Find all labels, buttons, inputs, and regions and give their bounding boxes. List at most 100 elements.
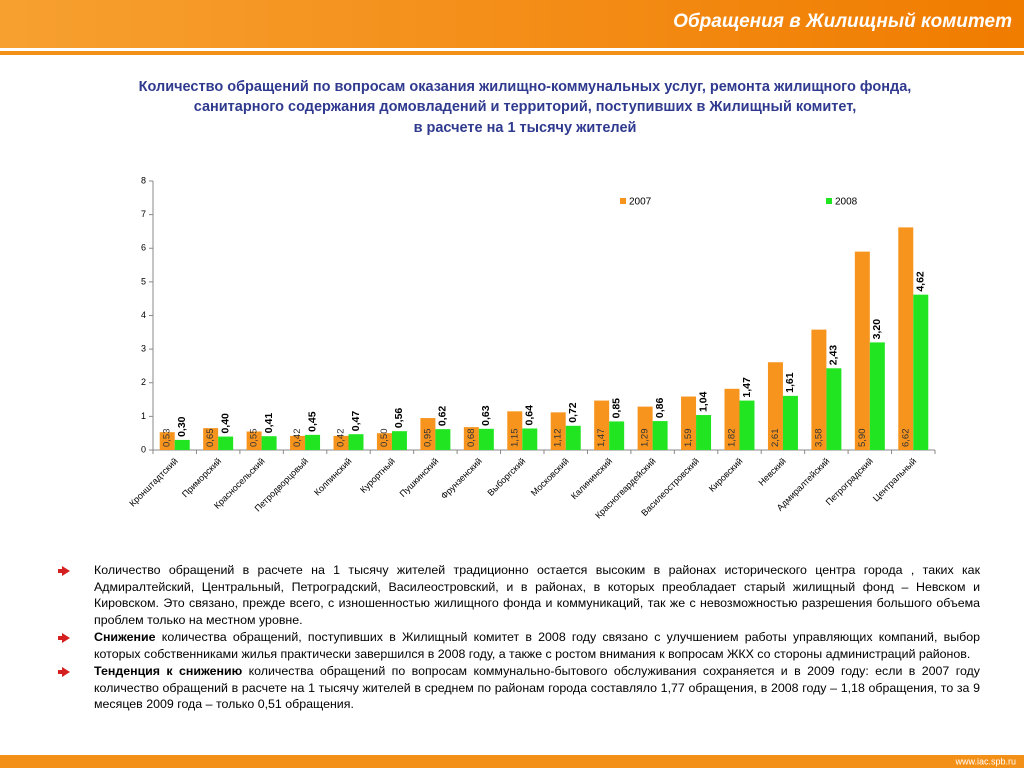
bar <box>854 251 870 450</box>
value-label: 1,47 <box>741 377 753 398</box>
note-text: количества обращений, поступивших в Жили… <box>94 630 980 661</box>
bar <box>696 415 712 450</box>
value-label: 0,95 <box>422 429 433 448</box>
bar <box>174 439 190 450</box>
bullet-arrow <box>58 667 70 677</box>
bar <box>376 433 392 450</box>
value-label: 5,90 <box>857 429 868 448</box>
x-tick-label: Курортный <box>358 456 397 495</box>
bar <box>246 431 262 450</box>
bullet-arrow <box>58 633 70 643</box>
bar <box>290 435 306 450</box>
x-tick-label: Пушкинский <box>398 456 441 499</box>
value-label: 0,50 <box>379 429 390 448</box>
value-label: 1,29 <box>640 429 651 448</box>
bar <box>348 434 364 450</box>
bar <box>913 294 929 450</box>
bar <box>203 428 219 450</box>
y-tick-label: 2 <box>141 377 146 387</box>
x-tick-label: Московский <box>529 456 571 498</box>
bar <box>333 435 349 450</box>
x-tick-label: Приморский <box>180 456 223 499</box>
bar <box>218 436 234 450</box>
y-tick-label: 0 <box>141 444 146 454</box>
bar <box>261 436 277 450</box>
value-label: 0,40 <box>219 413 231 434</box>
bar <box>435 429 451 450</box>
bar <box>869 342 885 450</box>
y-tick-label: 5 <box>141 276 146 286</box>
legend-label: 2007 <box>629 197 652 208</box>
bar <box>463 427 479 450</box>
value-label: 0,64 <box>524 405 536 426</box>
legend-label: 2008 <box>835 197 858 208</box>
value-label: 0,30 <box>176 416 188 437</box>
x-tick-label: Калининский <box>569 456 614 501</box>
y-tick-label: 1 <box>141 411 146 421</box>
x-tick-label: Выборгский <box>485 456 527 498</box>
value-label: 1,61 <box>784 372 796 393</box>
value-label: 1,47 <box>596 429 607 448</box>
x-tick-label: Колпинский <box>312 456 353 497</box>
x-tick-label: Невский <box>756 456 788 488</box>
value-label: 0,56 <box>393 408 405 429</box>
value-label: 0,42 <box>336 429 347 448</box>
header-title: Обращения в Жилищный комитет <box>673 11 1012 32</box>
bar <box>681 396 697 450</box>
header-bar <box>0 0 1024 48</box>
bar <box>826 368 842 450</box>
legend-swatch <box>826 198 832 204</box>
note-bold: Тенденция к снижению <box>94 664 243 678</box>
value-label: 0,65 <box>205 429 216 448</box>
value-label: 0,41 <box>263 413 275 434</box>
bar <box>811 329 827 450</box>
x-tick-label: Фрунзенский <box>439 456 484 501</box>
value-label: 0,63 <box>480 405 492 426</box>
value-label: 3,58 <box>813 429 824 448</box>
bar <box>724 388 740 450</box>
value-label: 0,45 <box>306 411 318 432</box>
value-label: 1,12 <box>553 429 564 448</box>
notes: Количество обращений в расчете на 1 тыся… <box>58 562 980 714</box>
note: Тенденция к снижению количества обращени… <box>58 663 980 713</box>
x-tick-label: Центральный <box>871 456 919 504</box>
bar <box>609 421 625 450</box>
bar <box>478 428 494 450</box>
value-label: 1,59 <box>683 429 694 448</box>
bar <box>565 425 581 450</box>
bar <box>550 412 566 450</box>
value-label: 0,42 <box>292 429 303 448</box>
bar <box>782 395 798 450</box>
value-label: 0,62 <box>437 406 449 427</box>
y-tick-label: 6 <box>141 243 146 253</box>
value-label: 0,47 <box>350 411 362 432</box>
value-label: 1,04 <box>697 391 709 412</box>
value-label: 6,62 <box>900 429 911 448</box>
x-tick-label: Кировский <box>707 456 745 494</box>
header-rule <box>0 51 1024 55</box>
footer-bar <box>0 755 1024 768</box>
x-tick-label: Петроградский <box>824 456 875 507</box>
chart-title: Количество обращений по вопросам оказани… <box>139 79 912 95</box>
note-text: Количество обращений в расчете на 1 тыся… <box>94 563 980 627</box>
value-label: 0,86 <box>654 397 666 418</box>
bar <box>898 227 914 450</box>
legend-swatch <box>620 198 626 204</box>
footer-url: www.iac.spb.ru <box>954 756 1016 766</box>
note-bold: Снижение <box>94 630 156 644</box>
bar <box>507 411 523 450</box>
y-tick-label: 4 <box>141 310 146 320</box>
bar <box>594 400 610 450</box>
bar <box>305 434 321 450</box>
value-label: 0,85 <box>610 398 622 419</box>
note: Снижение количества обращений, поступивш… <box>58 629 980 662</box>
bar <box>391 431 407 450</box>
value-label: 3,20 <box>871 319 883 340</box>
chart-title: санитарного содержания домовладений и те… <box>194 99 857 115</box>
y-tick-label: 7 <box>141 209 146 219</box>
value-label: 1,82 <box>727 429 738 448</box>
value-label: 0,72 <box>567 402 579 423</box>
y-tick-label: 8 <box>141 175 146 185</box>
